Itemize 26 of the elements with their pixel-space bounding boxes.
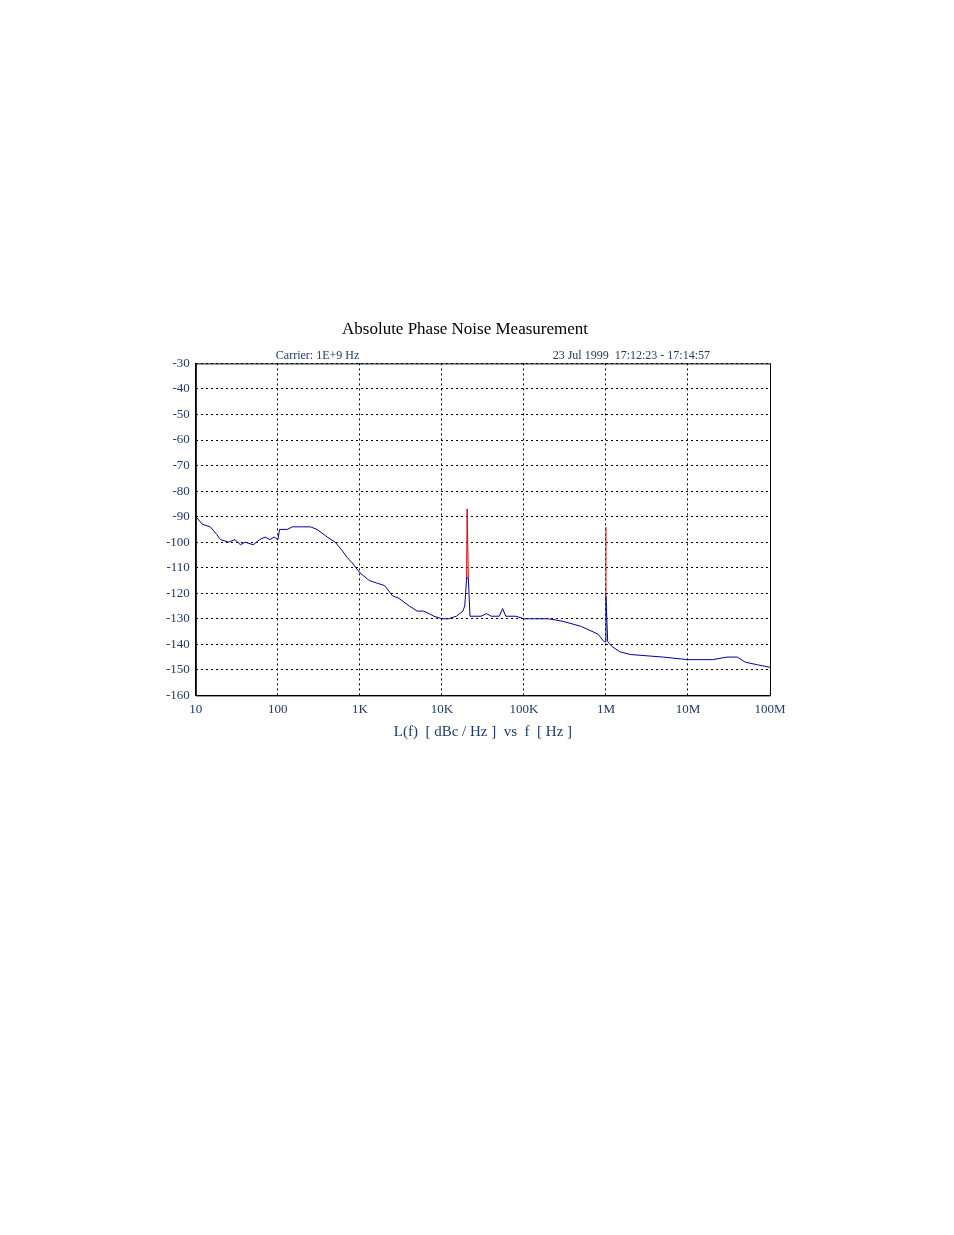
chart-title: Absolute Phase Noise Measurement	[342, 318, 589, 338]
y-tick-label: -80	[172, 482, 190, 498]
y-tick-label: -160	[165, 686, 190, 702]
y-tick-label: -50	[172, 405, 190, 421]
y-tick-label: -40	[172, 380, 190, 396]
x-tick-label: 100M	[754, 700, 786, 716]
y-tick-label: -90	[172, 508, 190, 524]
x-tick-label: 100	[268, 700, 288, 716]
y-tick-label: -100	[165, 533, 190, 549]
y-tick-label: -130	[165, 610, 190, 626]
y-tick-label: -60	[172, 431, 190, 447]
x-tick-label: 10K	[430, 700, 454, 716]
x-tick-label: 10M	[675, 700, 701, 716]
text: Carrier: 1E+9 Hz	[275, 347, 360, 362]
x-tick-label: 1M	[596, 700, 616, 716]
y-tick-label: -150	[165, 661, 190, 677]
y-tick-label: -110	[166, 559, 190, 575]
y-tick-label: -120	[165, 584, 190, 600]
y-tick-label: -30	[172, 354, 190, 370]
text: 23 Jul 1999 17:12:23 - 17:14:57	[552, 347, 710, 362]
x-tick-label: 10	[189, 700, 203, 716]
y-tick-label: -70	[172, 456, 190, 472]
x-axis-title: L(f) [ dBc / Hz ] vs f [ Hz ]	[393, 722, 573, 740]
y-tick-label: -140	[165, 635, 190, 651]
x-tick-label: 1K	[351, 700, 369, 716]
x-tick-label: 100K	[509, 700, 539, 716]
